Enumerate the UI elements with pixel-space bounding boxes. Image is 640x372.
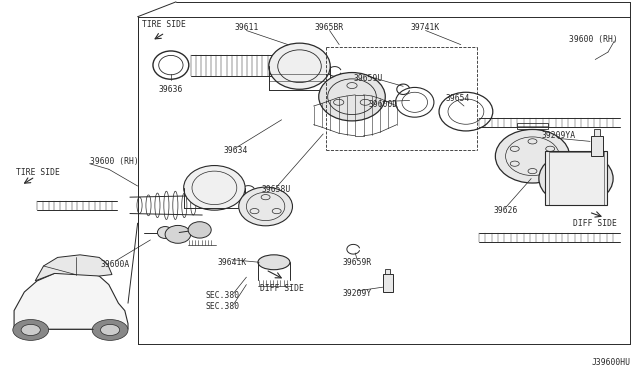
Text: DIFF SIDE: DIFF SIDE xyxy=(260,284,303,293)
Circle shape xyxy=(100,324,120,336)
Bar xyxy=(383,274,393,292)
Ellipse shape xyxy=(319,73,385,121)
Text: 3965BR: 3965BR xyxy=(315,23,344,32)
Ellipse shape xyxy=(539,152,613,205)
Text: 39600 (RH): 39600 (RH) xyxy=(569,35,618,44)
Text: 39600 (RH): 39600 (RH) xyxy=(90,157,138,166)
Text: 39600A: 39600A xyxy=(100,260,130,269)
Bar xyxy=(517,123,548,129)
Circle shape xyxy=(13,320,49,340)
Ellipse shape xyxy=(269,43,330,89)
Polygon shape xyxy=(14,272,128,329)
Circle shape xyxy=(21,324,40,336)
Text: 39659R: 39659R xyxy=(342,258,372,267)
Bar xyxy=(594,129,600,136)
Ellipse shape xyxy=(157,227,173,238)
Text: DIFF SIDE: DIFF SIDE xyxy=(573,219,617,228)
Text: 39626: 39626 xyxy=(493,206,518,215)
Ellipse shape xyxy=(239,187,292,226)
Text: 39641K: 39641K xyxy=(217,258,246,267)
Text: 39659U: 39659U xyxy=(353,74,383,83)
Text: SEC.380: SEC.380 xyxy=(205,291,240,300)
Text: 39654: 39654 xyxy=(445,94,470,103)
Text: TIRE SIDE: TIRE SIDE xyxy=(142,20,186,29)
Text: 39209YA: 39209YA xyxy=(541,131,575,140)
Ellipse shape xyxy=(188,222,211,238)
Text: 39600D: 39600D xyxy=(368,100,397,109)
Bar xyxy=(591,136,603,156)
Polygon shape xyxy=(35,255,112,281)
Text: 39634: 39634 xyxy=(223,146,248,155)
Text: 39658U: 39658U xyxy=(262,185,291,194)
Circle shape xyxy=(92,320,128,340)
Text: J39600HU: J39600HU xyxy=(591,358,630,367)
Text: 39611: 39611 xyxy=(234,23,259,32)
Text: TIRE SIDE: TIRE SIDE xyxy=(16,169,60,177)
Ellipse shape xyxy=(184,166,245,210)
Ellipse shape xyxy=(495,129,570,183)
Ellipse shape xyxy=(258,255,290,270)
Bar xyxy=(385,269,390,274)
Text: SEC.380: SEC.380 xyxy=(205,302,240,311)
Bar xyxy=(545,151,607,205)
Text: 39741K: 39741K xyxy=(411,23,440,32)
Text: 39636: 39636 xyxy=(159,85,183,94)
Text: 39209Y: 39209Y xyxy=(342,289,372,298)
Ellipse shape xyxy=(165,225,191,243)
